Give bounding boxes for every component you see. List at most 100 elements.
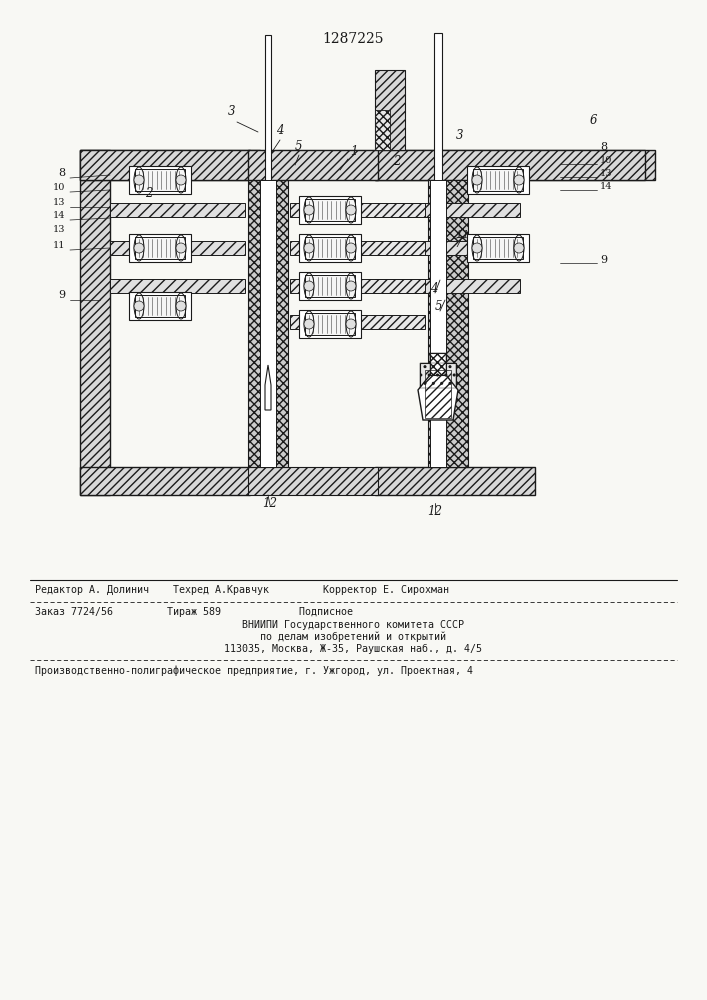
Text: 1: 1	[350, 145, 358, 158]
Polygon shape	[467, 234, 529, 262]
Bar	[80, 467, 250, 495]
Text: 12: 12	[262, 497, 278, 510]
Text: Производственно-полиграфическое предприятие, г. Ужгород, ул. Проектная, 4: Производственно-полиграфическое предприя…	[35, 665, 473, 676]
Polygon shape	[129, 166, 191, 194]
Bar	[80, 150, 250, 180]
Text: ВНИИПИ Государственного комитета СССР: ВНИИПИ Государственного комитета СССР	[242, 620, 464, 630]
Text: 12: 12	[428, 505, 443, 518]
Bar	[305, 275, 355, 297]
Text: 5: 5	[435, 300, 443, 313]
Bar	[290, 315, 425, 329]
Text: 11: 11	[52, 241, 65, 250]
Bar	[135, 169, 185, 191]
Text: 10: 10	[52, 183, 65, 192]
Bar	[290, 203, 425, 217]
Bar	[428, 180, 468, 467]
Text: 14: 14	[52, 211, 65, 220]
Circle shape	[346, 205, 356, 215]
Text: 13: 13	[600, 169, 612, 178]
Circle shape	[472, 175, 482, 185]
Bar	[248, 150, 378, 180]
Bar	[375, 70, 405, 150]
Polygon shape	[299, 196, 361, 224]
Text: Заказ 7724/56         Тираж 589             Подписное: Заказ 7724/56 Тираж 589 Подписное	[35, 607, 353, 617]
Text: 9: 9	[58, 290, 65, 300]
Circle shape	[514, 175, 524, 185]
Bar	[80, 150, 260, 180]
Text: 9: 9	[600, 255, 607, 265]
Bar	[290, 279, 425, 293]
Bar	[430, 180, 446, 467]
Text: 8: 8	[600, 142, 607, 152]
Text: 13: 13	[52, 198, 65, 207]
Bar	[425, 370, 451, 418]
Bar	[420, 363, 456, 388]
Text: по делам изобретений и открытий: по делам изобретений и открытий	[260, 632, 446, 643]
Circle shape	[304, 319, 314, 329]
Circle shape	[134, 175, 144, 185]
Circle shape	[176, 243, 186, 253]
Text: 3: 3	[228, 105, 235, 118]
Bar	[80, 150, 110, 495]
Bar	[420, 363, 456, 388]
Bar	[375, 467, 535, 495]
Bar	[375, 150, 655, 180]
Bar	[473, 237, 523, 259]
Circle shape	[176, 175, 186, 185]
Bar	[305, 313, 355, 335]
Text: 4: 4	[276, 124, 284, 137]
Polygon shape	[129, 234, 191, 262]
Text: 2: 2	[393, 155, 400, 168]
Bar	[260, 180, 276, 467]
Polygon shape	[299, 272, 361, 300]
Text: 8: 8	[58, 168, 65, 178]
Bar	[375, 110, 390, 150]
Text: 7: 7	[455, 237, 462, 250]
Bar	[135, 237, 185, 259]
Circle shape	[134, 301, 144, 311]
Bar	[305, 237, 355, 259]
Circle shape	[176, 301, 186, 311]
Bar	[135, 295, 185, 317]
Text: 2: 2	[145, 187, 153, 200]
Text: Редактор А. Долинич    Техред А.Кравчук         Корректор Е. Сирохман: Редактор А. Долинич Техред А.Кравчук Кор…	[35, 585, 449, 595]
Polygon shape	[299, 234, 361, 262]
Bar	[473, 169, 523, 191]
Polygon shape	[265, 365, 271, 410]
Bar	[290, 241, 425, 255]
Bar	[110, 203, 245, 217]
Bar	[248, 467, 378, 495]
Bar	[375, 203, 520, 217]
Text: 3: 3	[456, 129, 464, 142]
Polygon shape	[299, 310, 361, 338]
Circle shape	[304, 205, 314, 215]
Text: 14: 14	[600, 182, 612, 191]
Bar	[375, 279, 520, 293]
Text: 6: 6	[590, 114, 597, 127]
Text: 10: 10	[600, 156, 612, 165]
Circle shape	[134, 243, 144, 253]
Text: 1287225: 1287225	[322, 32, 384, 46]
Circle shape	[304, 243, 314, 253]
Text: 113035, Москва, Ж-35, Раушская наб., д. 4/5: 113035, Москва, Ж-35, Раушская наб., д. …	[224, 644, 482, 654]
Bar	[248, 150, 378, 180]
Circle shape	[472, 243, 482, 253]
Circle shape	[346, 319, 356, 329]
Polygon shape	[129, 292, 191, 320]
Text: 5: 5	[295, 140, 303, 153]
Bar	[434, 33, 442, 353]
Polygon shape	[418, 365, 458, 420]
Text: 4: 4	[430, 282, 438, 295]
Bar	[430, 353, 446, 375]
Text: 11: 11	[455, 230, 469, 240]
Bar	[248, 180, 288, 467]
Circle shape	[514, 243, 524, 253]
Circle shape	[346, 281, 356, 291]
Circle shape	[346, 243, 356, 253]
Polygon shape	[467, 166, 529, 194]
Circle shape	[304, 281, 314, 291]
Bar	[110, 241, 245, 255]
Bar	[430, 353, 446, 375]
Text: 13: 13	[52, 225, 65, 234]
Bar	[375, 150, 645, 180]
